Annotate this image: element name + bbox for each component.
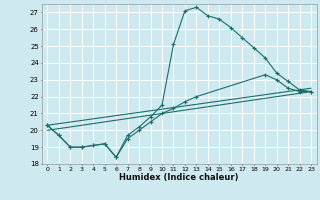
X-axis label: Humidex (Indice chaleur): Humidex (Indice chaleur) [119,173,239,182]
